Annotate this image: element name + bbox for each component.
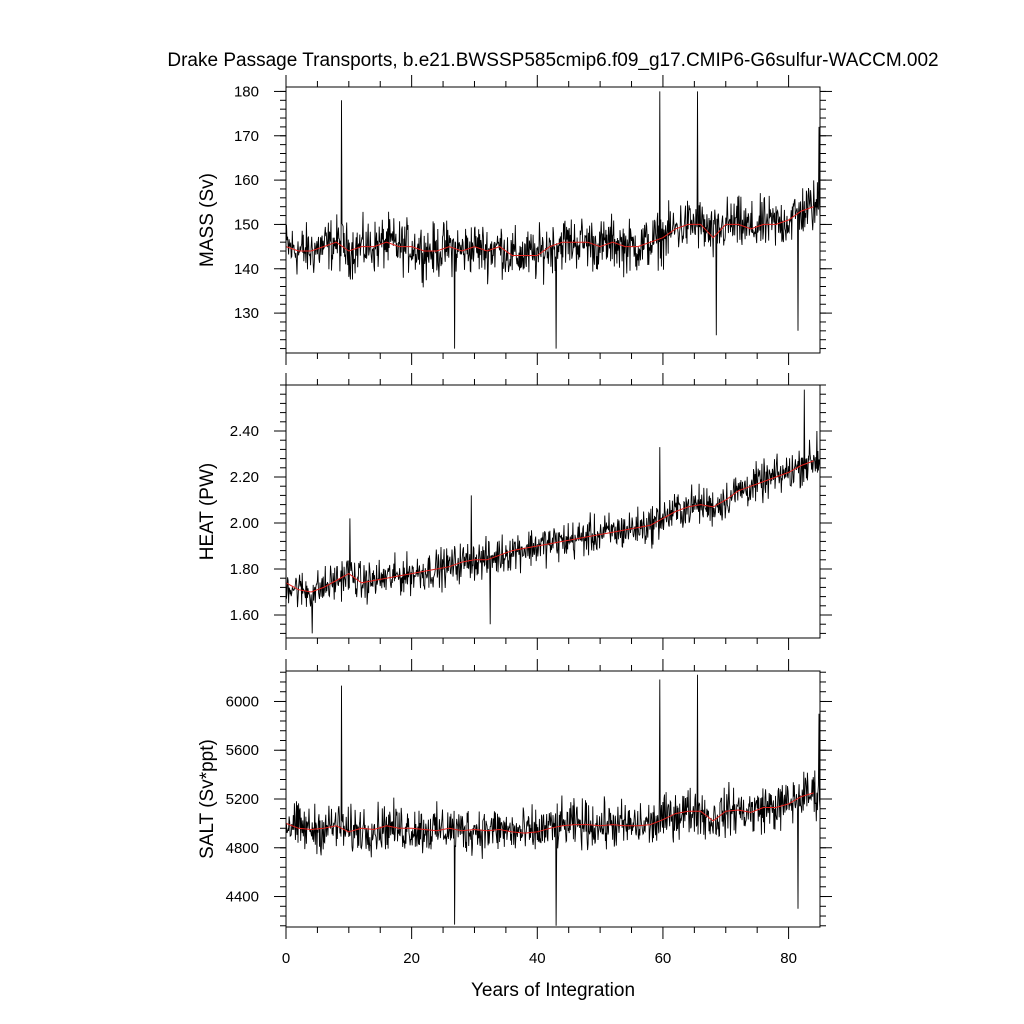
heat-annual-mean-series: [285, 460, 814, 593]
mass-ytick-label: 140: [234, 261, 259, 278]
mass-ytick-label: 180: [234, 83, 259, 100]
mass-monthly-series: [285, 91, 821, 349]
mass-ytick-label: 170: [234, 128, 259, 145]
salt-ytick-label: 5200: [226, 791, 259, 808]
salt-ytick-label: 4400: [226, 889, 259, 906]
heat-monthly-line: [285, 389, 821, 634]
mass-annual-mean-series: [285, 206, 814, 256]
chart-title: Drake Passage Transports, b.e21.BWSSP585…: [167, 50, 938, 71]
salt-monthly-series: [285, 674, 821, 926]
heat-panel: 1.60 1.80 2.00 2.20 2.40 HEAT (PW): [197, 373, 832, 650]
heat-plot-frame: [285, 384, 821, 639]
salt-annual-mean-series: [285, 792, 814, 834]
salt-annual-mean-line: [285, 792, 814, 834]
x-tick-label: 20: [403, 950, 420, 967]
mass-ytick-label: 130: [234, 305, 259, 322]
mass-panel: 130 140 150 160 170 180 MASS (Sv): [197, 75, 832, 365]
heat-ytick-label: 2.20: [230, 469, 259, 486]
salt-ytick-label: 6000: [226, 693, 259, 710]
x-tick-label: 40: [529, 950, 546, 967]
salt-ylabel: SALT (Sv*ppt): [197, 739, 218, 859]
salt-plot-frame: [285, 670, 821, 928]
heat-ytick-label: 2.00: [230, 515, 259, 532]
heat-monthly-series: [285, 389, 821, 634]
x-tick-label: 80: [780, 950, 797, 967]
heat-ytick-label: 1.60: [230, 607, 259, 624]
salt-monthly-line: [285, 674, 821, 926]
salt-panel: 4400 4800 5200 5600 6000 SALT (Sv*ppt): [197, 659, 832, 939]
heat-ytick-label: 1.80: [230, 561, 259, 578]
mass-ytick-label: 160: [234, 172, 259, 189]
x-tick-label: 0: [282, 950, 290, 967]
heat-ylabel: HEAT (PW): [197, 463, 218, 560]
x-tick-labels: 0 20 40 60 80: [282, 950, 797, 967]
mass-ylabel: MASS (Sv): [197, 173, 218, 267]
heat-annual-mean-line: [285, 460, 814, 593]
salt-ytick-label: 5600: [226, 742, 259, 759]
mass-ytick-label: 150: [234, 216, 259, 233]
x-axis-label: Years of Integration: [471, 980, 635, 1001]
mass-monthly-line: [285, 91, 821, 349]
heat-ytick-label: 2.40: [230, 423, 259, 440]
x-tick-label: 60: [655, 950, 672, 967]
salt-ytick-label: 4800: [226, 840, 259, 857]
mass-plot-frame: [285, 86, 821, 354]
mass-annual-mean-line: [285, 206, 814, 256]
